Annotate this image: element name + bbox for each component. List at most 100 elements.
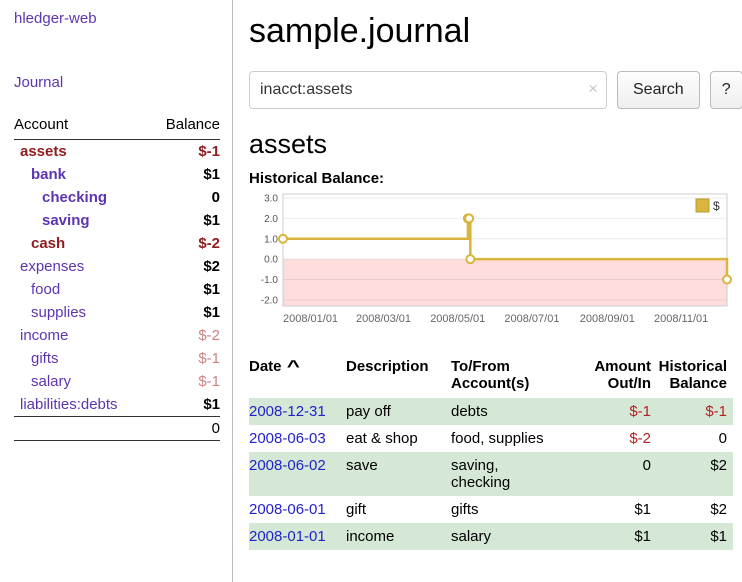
account-row: salary $-1 xyxy=(14,370,220,393)
help-button[interactable]: ? xyxy=(709,71,742,109)
sidebar: hledger-web Journal Account Balance asse… xyxy=(0,0,233,582)
transaction-accounts: saving, checking xyxy=(451,457,511,491)
col-header-date[interactable]: Date ^ xyxy=(249,356,346,398)
transaction-amount: $1 xyxy=(634,501,651,518)
account-name-cell: food xyxy=(14,278,149,301)
accounts-total-row: 0 xyxy=(14,416,220,441)
sort-ascending-icon: ^ xyxy=(286,357,300,376)
transaction-accounts: salary xyxy=(451,528,492,545)
register-heading: assets xyxy=(249,129,328,159)
account-balance: $1 xyxy=(203,281,220,298)
account-row: food $1 xyxy=(14,278,220,301)
account-balance: 0 xyxy=(211,189,220,206)
chart-x-tick-label: 2008/11/01 xyxy=(654,313,708,325)
transaction-date-link[interactable]: 2008-06-01 xyxy=(249,501,326,518)
chart-x-tick-label: 2008/03/01 xyxy=(356,313,411,325)
account-row: gifts $-1 xyxy=(14,347,220,370)
transaction-date-link[interactable]: 2008-06-02 xyxy=(249,457,326,474)
app-title: hledger-web xyxy=(14,10,220,28)
account-name-cell: assets xyxy=(14,140,149,164)
nav-journal-link[interactable]: Journal xyxy=(14,74,64,91)
search-button[interactable]: Search xyxy=(617,71,700,109)
transaction-date-link[interactable]: 2008-06-03 xyxy=(249,430,326,447)
account-balance: $-2 xyxy=(198,235,220,252)
transaction-date-link[interactable]: 2008-01-01 xyxy=(249,528,326,545)
account-link-liabilities-debts[interactable]: liabilities:debts xyxy=(20,396,118,413)
account-balance: $2 xyxy=(203,258,220,275)
account-row: income $-2 xyxy=(14,324,220,347)
transaction-description: income xyxy=(346,528,395,545)
transaction-description: pay off xyxy=(346,403,391,420)
account-balance: $1 xyxy=(203,396,220,413)
account-link-food[interactable]: food xyxy=(31,281,61,298)
account-link-cash[interactable]: cash xyxy=(31,235,66,252)
account-link-supplies[interactable]: supplies xyxy=(31,304,87,321)
clear-search-icon[interactable]: × xyxy=(588,79,598,98)
accounts-table: Account Balance assets $-1 bank $1 checking 0… xyxy=(14,112,220,441)
chart-point xyxy=(278,233,288,244)
chart-title: Historical Balance: xyxy=(249,170,385,187)
chart-point xyxy=(465,254,476,265)
date-header-label: Date xyxy=(249,358,282,375)
account-balance: $-1 xyxy=(198,143,220,160)
chart-point xyxy=(722,274,732,285)
transaction-balance: $2 xyxy=(710,457,727,474)
col-header-account: To/From Account(s) xyxy=(451,358,530,392)
app-title-link[interactable]: hledger-web xyxy=(14,10,97,27)
account-link-checking[interactable]: checking xyxy=(42,189,108,206)
chart-y-tick-label: 2.0 xyxy=(264,214,278,225)
account-link-salary[interactable]: salary xyxy=(31,373,72,390)
account-name-cell: liabilities:debts xyxy=(14,393,149,417)
account-name-cell: supplies xyxy=(14,301,149,324)
chart-y-tick-label: 3.0 xyxy=(264,194,278,205)
page-title: sample.journal xyxy=(249,12,471,50)
account-row: supplies $1 xyxy=(14,301,220,324)
transaction-description: eat & shop xyxy=(346,430,418,447)
transaction-accounts: food, supplies xyxy=(451,430,544,447)
account-name-cell: checking xyxy=(14,186,149,209)
account-balance: $-1 xyxy=(198,350,220,367)
account-row: expenses $2 xyxy=(14,255,220,278)
chart-x-tick-label: 2008/09/01 xyxy=(580,313,635,325)
transaction-date-cell: 2008-06-03 xyxy=(249,425,346,452)
accounts-header-row: Account Balance xyxy=(14,112,220,140)
transaction-row: 2008-06-01 gift gifts $1 $2 xyxy=(249,496,733,523)
account-link-gifts[interactable]: gifts xyxy=(31,350,59,367)
account-name-cell: saving xyxy=(14,209,149,232)
chart-x-tick-label: 2008/05/01 xyxy=(430,313,485,325)
account-row: bank $1 xyxy=(14,163,220,186)
account-name-cell: expenses xyxy=(14,255,149,278)
transaction-date-cell: 2008-06-01 xyxy=(249,496,346,523)
account-row: assets $-1 xyxy=(14,140,220,164)
register-table: Date ^ Description To/From Account(s) Amo… xyxy=(249,356,733,550)
transaction-balance: $2 xyxy=(710,501,727,518)
chart-legend-swatch xyxy=(695,198,710,213)
sidebar-nav: Journal xyxy=(14,74,220,92)
transaction-description: save xyxy=(346,457,378,474)
chart-y-tick-label: 0.0 xyxy=(264,255,278,266)
transaction-balance: $-1 xyxy=(705,403,727,420)
transaction-date-cell: 2008-01-01 xyxy=(249,523,346,550)
transaction-row: 2008-01-01 income salary $1 $1 xyxy=(249,523,733,550)
transaction-description: gift xyxy=(346,501,367,518)
transaction-accounts: debts xyxy=(451,403,488,420)
account-link-income[interactable]: income xyxy=(20,327,69,344)
col-header-description: Description xyxy=(346,358,429,375)
search-bar: × Search ? xyxy=(249,71,742,109)
account-link-saving[interactable]: saving xyxy=(42,212,90,229)
transaction-date-link[interactable]: 2008-12-31 xyxy=(249,403,326,420)
transaction-row: 2008-06-02 save saving, checking 0 $2 xyxy=(249,452,733,496)
accounts-header-balance: Balance xyxy=(149,112,220,140)
transaction-date-cell: 2008-06-02 xyxy=(249,452,346,496)
account-link-expenses[interactable]: expenses xyxy=(20,258,85,275)
register-header-row: Date ^ Description To/From Account(s) Amo… xyxy=(249,356,733,398)
chart-y-tick-label: -2.0 xyxy=(261,295,279,306)
account-balance: $1 xyxy=(203,212,220,229)
account-balance: $-2 xyxy=(198,327,220,344)
account-link-assets[interactable]: assets xyxy=(20,143,67,160)
search-input[interactable] xyxy=(249,71,607,109)
account-row: liabilities:debts $1 xyxy=(14,393,220,417)
account-link-bank[interactable]: bank xyxy=(31,166,67,183)
chart-negative-region xyxy=(283,259,727,306)
chart-plot-border xyxy=(282,193,728,307)
